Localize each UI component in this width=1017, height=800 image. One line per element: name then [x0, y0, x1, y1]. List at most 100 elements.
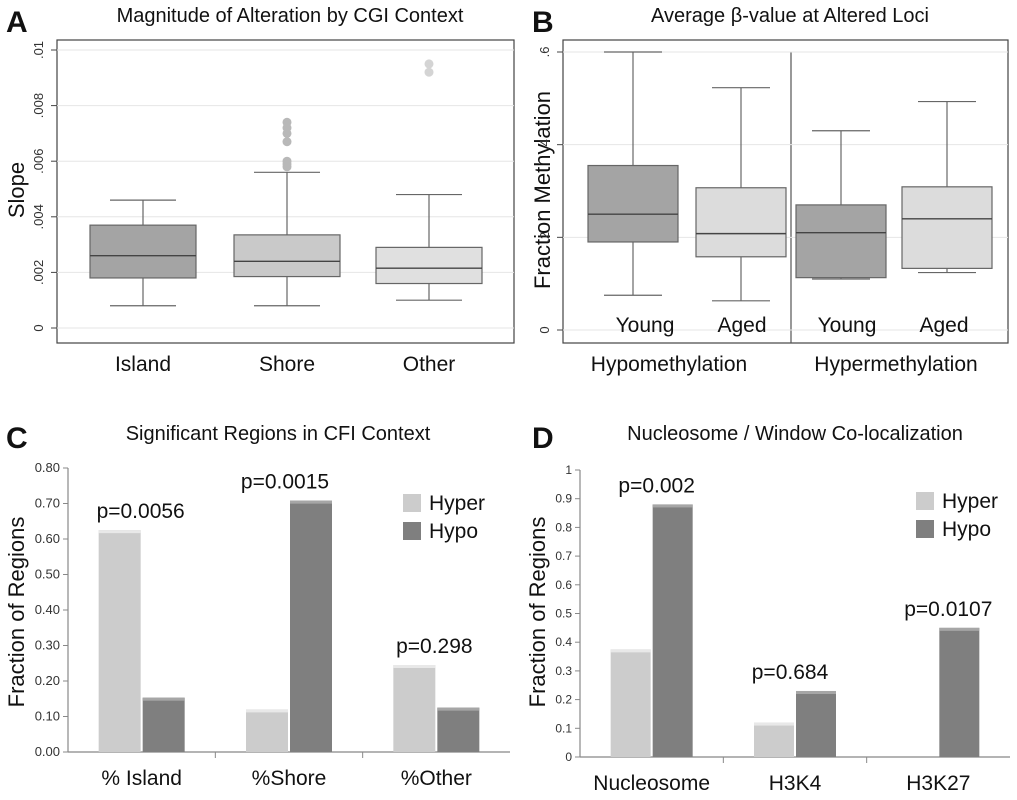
chart-c-pvalue-label: p=0.0056	[97, 500, 185, 523]
chart-d-legend-swatch	[916, 492, 934, 510]
chart-d-bar	[754, 722, 794, 757]
chart-b-box	[901, 186, 993, 269]
chart-a-ytick-label: .004	[31, 204, 46, 229]
chart-c-ytick-label: 0.00	[35, 744, 60, 759]
chart-b-ytick-label: .6	[537, 47, 552, 58]
panel-label-d: D	[532, 422, 554, 455]
chart-a-category-label: Other	[403, 353, 456, 376]
chart-d-ytick-label: 0.4	[555, 635, 572, 649]
chart-b-ytick-label: 0	[537, 326, 552, 333]
chart-d-title: Nucleosome / Window Co-localization	[627, 423, 963, 445]
chart-a-box	[375, 246, 483, 285]
chart-c-bar	[98, 530, 141, 752]
chart-b-title: Average β-value at Altered Loci	[651, 5, 929, 27]
chart-c-ytick-label: 0.60	[35, 531, 60, 546]
chart-a-title: Magnitude of Alteration by CGI Context	[117, 5, 464, 27]
chart-b-ylabel: Fraction Methylation	[530, 91, 555, 289]
chart-c-bar	[246, 709, 288, 752]
chart-c-bar	[290, 500, 332, 752]
chart-a-box	[233, 234, 341, 278]
chart-b-category-label: Young	[616, 314, 675, 337]
chart-b-category-label: Young	[818, 314, 877, 337]
chart-d-bar	[796, 690, 836, 757]
chart-b-group-hypo: Hypomethylation	[591, 353, 747, 376]
panel-label-b: B	[532, 6, 554, 39]
chart-c-ytick-label: 0.20	[35, 673, 60, 688]
chart-d-category-label: H3K4	[769, 772, 822, 795]
chart-b-box	[795, 204, 887, 279]
chart-c-category-label: % Island	[101, 767, 182, 790]
chart-a-outlier	[424, 59, 434, 69]
chart-d-bar	[939, 627, 980, 757]
chart-c-bar-cap	[142, 697, 185, 701]
chart-d-legend-label: Hyper	[942, 490, 998, 513]
chart-b-ytick-label: .4	[537, 139, 552, 150]
chart-d-ytick-label: 0.1	[555, 721, 572, 735]
chart-b-category-label: Aged	[919, 314, 968, 337]
chart-a-outlier	[282, 156, 292, 166]
chart-a-ytick-label: 0	[31, 324, 46, 331]
chart-d-plot: 0 0.1 0.2 0.3 0.4 0.5 0.6 0.7 0.8 0.9 1 Nucleosome p…	[555, 463, 1010, 795]
chart-d-bar	[652, 504, 693, 757]
chart-c-ytick-label: 0.10	[35, 709, 60, 724]
chart-c-pvalue-label: p=0.298	[396, 635, 473, 658]
chart-b-ytick-label: .2	[537, 232, 552, 243]
chart-d-ytick-label: 0	[565, 750, 572, 764]
chart-d-ytick-label: 0.5	[555, 607, 572, 621]
chart-a-outlier	[282, 137, 292, 147]
chart-c-ytick-label: 0.30	[35, 638, 60, 653]
chart-c-ytick-label: 0.40	[35, 602, 60, 617]
chart-c-legend-label: Hypo	[429, 520, 478, 543]
chart-d-bar-cap	[939, 627, 980, 631]
chart-d-ytick-label: 0.2	[555, 693, 572, 707]
chart-b-frame	[562, 39, 1009, 344]
chart-c-category-label: %Other	[401, 767, 472, 790]
chart-d-ytick-label: 0.9	[555, 492, 572, 506]
chart-d-bar-cap	[610, 649, 651, 653]
chart-d-pvalue-label: p=0.684	[752, 661, 829, 684]
chart-d-pvalue-label: p=0.002	[618, 474, 695, 497]
chart-c-ytick-label: 0.70	[35, 496, 60, 511]
chart-a-plot: 0 .002 .004 .006 .008 .01 Island Shore Other	[31, 41, 514, 376]
chart-d-bar	[610, 649, 651, 757]
chart-d-bar-cap	[796, 690, 836, 694]
chart-d-ytick-label: 1	[565, 463, 572, 477]
chart-c-bar-cap	[246, 709, 288, 713]
chart-c-bar-cap	[437, 707, 480, 711]
chart-a-category-label: Island	[115, 353, 171, 376]
chart-c-pvalue-label: p=0.0015	[241, 471, 329, 494]
chart-a-category-label: Shore	[259, 353, 315, 376]
chart-c-legend-swatch	[403, 522, 421, 540]
panel-label-a: A	[6, 6, 28, 39]
chart-b-category-label: Aged	[717, 314, 766, 337]
chart-d-ytick-label: 0.6	[555, 578, 572, 592]
chart-a-ytick-label: .008	[31, 93, 46, 118]
chart-a-ytick-label: .006	[31, 149, 46, 174]
chart-c-ytick-label: 0.50	[35, 567, 60, 582]
chart-a-ylabel: Slope	[4, 162, 29, 218]
chart-c-bar-cap	[290, 500, 332, 504]
chart-a-ytick-label: .002	[31, 260, 46, 285]
chart-c-plot: 0.00 0.10 0.20 0.30 0.40 0.50 0.60 0.70 0.80 % Is…	[35, 460, 510, 790]
chart-c-bar	[437, 707, 480, 752]
chart-c-legend-swatch	[403, 494, 421, 512]
chart-d-ylabel: Fraction of Regions	[525, 517, 550, 708]
chart-d-ytick-label: 0.7	[555, 549, 572, 563]
chart-d-bar-cap	[754, 722, 794, 726]
chart-c-ylabel: Fraction of Regions	[4, 517, 29, 708]
chart-a-box	[89, 224, 197, 279]
chart-c-bar-cap	[393, 665, 436, 669]
chart-d-pvalue-label: p=0.0107	[904, 598, 992, 621]
chart-c-bar	[142, 697, 185, 752]
chart-b-plot: 0 .2 .4 .6 Young Aged Young Aged	[537, 47, 1008, 337]
chart-c-title: Significant Regions in CFI Context	[126, 423, 431, 445]
chart-b-box	[587, 164, 679, 243]
chart-a-frame	[56, 39, 515, 344]
chart-a-ytick-label: .01	[31, 41, 46, 59]
chart-d-category-label: Nucleosome	[593, 772, 710, 795]
chart-d-legend-label: Hypo	[942, 518, 991, 541]
chart-c-ytick-label: 0.80	[35, 460, 60, 475]
chart-d-category-label: H3K27	[906, 772, 970, 795]
chart-a-outlier	[424, 67, 434, 77]
